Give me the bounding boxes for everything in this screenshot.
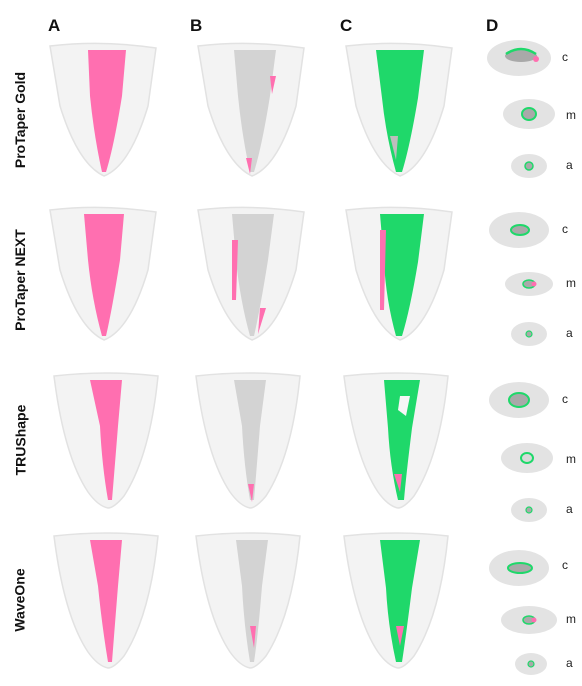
level-label-protaper-next-c: c [562,222,568,236]
column-header-d: D [486,16,499,35]
section-protaper-gold-c [484,36,554,80]
section-protaper-gold-m [494,92,564,136]
panel-waveone-a [50,526,166,676]
panel-protaper-next-a [44,200,160,350]
section-waveone-c [484,546,554,590]
panel-waveone-c [340,526,456,676]
row-label-protaper-gold: ProTaper Gold [8,40,32,200]
panel-protaper-next-c [340,200,456,350]
level-label-protaper-gold-c: c [562,50,568,64]
section-trushape-c [484,378,554,422]
panel-protaper-next-b [192,200,308,350]
section-protaper-next-m [494,262,564,306]
row-label-text: ProTaper Gold [12,71,29,169]
panel-protaper-gold-c [340,36,456,186]
row-label-trushape: TRUShape [8,360,32,520]
level-label-waveone-a: a [566,656,573,670]
section-protaper-next-c [484,208,554,252]
panel-waveone-b [192,526,308,676]
column-header-b: B [190,16,203,35]
row-label-protaper-next: ProTaper NEXT [8,200,32,360]
panel-trushape-a [50,366,166,516]
row-label-text: WaveOne [12,568,28,632]
section-trushape-a [494,488,564,532]
section-protaper-next-a [494,312,564,356]
row-label-text: ProTaper NEXT [12,229,28,331]
panel-protaper-gold-b [192,36,308,186]
column-header-a: A [48,16,61,35]
level-label-waveone-c: c [562,558,568,572]
section-waveone-a [496,642,566,686]
level-label-protaper-gold-a: a [566,158,573,172]
row-label-text: TRUShape [12,404,29,476]
level-label-waveone-m: m [566,612,576,626]
level-label-trushape-c: c [562,392,568,406]
level-label-protaper-next-m: m [566,276,576,290]
section-trushape-m [492,436,562,480]
level-label-protaper-next-a: a [566,326,573,340]
level-label-trushape-m: m [566,452,576,466]
level-label-trushape-a: a [566,502,573,516]
section-waveone-m [494,598,564,642]
level-label-protaper-gold-m: m [566,108,576,122]
column-header-c: C [340,16,353,35]
panel-trushape-c [340,366,456,516]
row-label-waveone: WaveOne [8,520,32,680]
panel-protaper-gold-a [44,36,160,186]
section-protaper-gold-a [494,144,564,188]
panel-trushape-b [192,366,308,516]
